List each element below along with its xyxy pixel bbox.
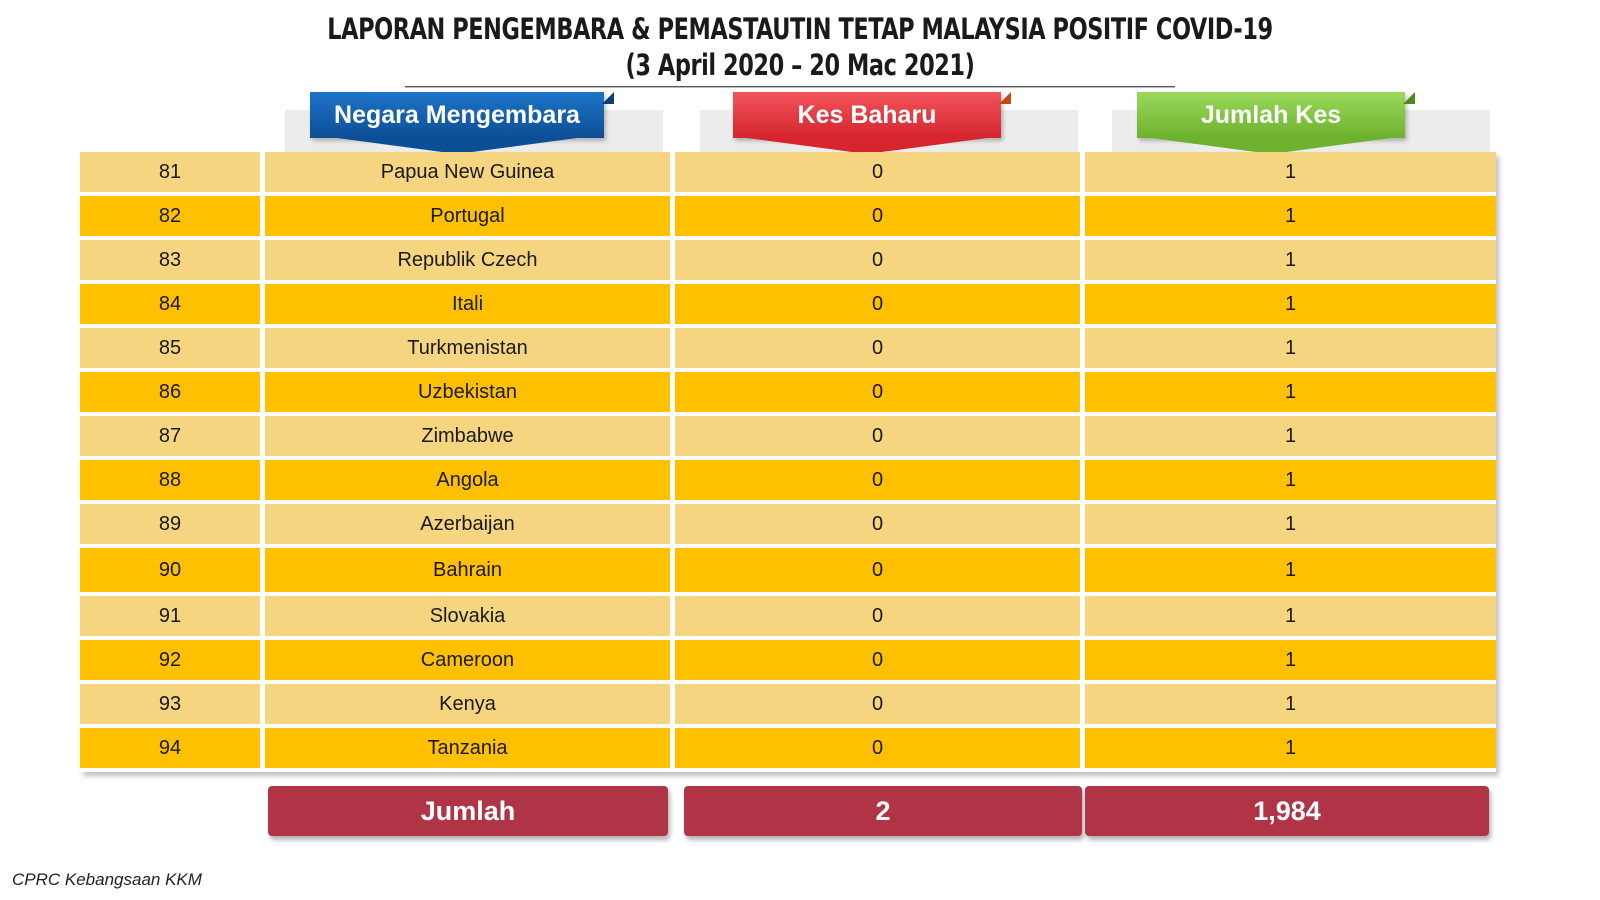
header-country-fold: [602, 92, 614, 104]
row-number-cell: 88: [80, 460, 265, 504]
total-cases-cell: 1: [1085, 416, 1496, 460]
row-number-cell: 90: [80, 548, 265, 596]
table-row: 89 Azerbaijan 0 1: [80, 504, 1496, 548]
new-cases-cell: 0: [675, 196, 1085, 240]
new-cases-cell: 0: [675, 460, 1085, 504]
header-new-cases: Kes Baharu: [733, 92, 1011, 154]
header-country: Negara Mengembara: [310, 92, 614, 154]
new-cases-cell: 0: [675, 684, 1085, 728]
total-cases-cell: 1: [1085, 372, 1496, 416]
new-cases-cell: 0: [675, 548, 1085, 596]
row-number-cell: 89: [80, 504, 265, 548]
row-number-cell: 93: [80, 684, 265, 728]
new-cases-cell: 0: [675, 640, 1085, 684]
table-row: 86 Uzbekistan 0 1: [80, 372, 1496, 416]
header-total-cases-fold: [1403, 92, 1415, 104]
header-country-pointer: [337, 138, 577, 154]
header-total-cases-label: Jumlah Kes: [1200, 100, 1342, 129]
header-country-label: Negara Mengembara: [334, 100, 580, 129]
report-title: LAPORAN PENGEMBARA & PEMASTAUTIN TETAP M…: [327, 12, 1273, 46]
title-divider: [405, 86, 1175, 88]
total-cases-cell: 1: [1085, 684, 1496, 728]
table-row: 94 Tanzania 0 1: [80, 728, 1496, 772]
row-number-cell: 86: [80, 372, 265, 416]
country-cell: Turkmenistan: [265, 328, 675, 372]
new-cases-cell: 0: [675, 416, 1085, 460]
row-number-cell: 82: [80, 196, 265, 240]
total-cases-cell: 1: [1085, 460, 1496, 504]
table-row: 85 Turkmenistan 0 1: [80, 328, 1496, 372]
total-cases-cell: 1: [1085, 596, 1496, 640]
total-cases-cell: 1: [1085, 240, 1496, 284]
country-cell: Azerbaijan: [265, 504, 675, 548]
header-total-cases: Jumlah Kes: [1137, 92, 1415, 154]
new-cases-cell: 0: [675, 372, 1085, 416]
new-cases-cell: 0: [675, 152, 1085, 196]
header-total-cases-pointer: [1151, 138, 1391, 154]
table-row: 87 Zimbabwe 0 1: [80, 416, 1496, 460]
row-number-cell: 83: [80, 240, 265, 284]
new-cases-cell: 0: [675, 728, 1085, 772]
total-cases-cell: 1: [1085, 196, 1496, 240]
country-cell: Angola: [265, 460, 675, 504]
table-row: 83 Republik Czech 0 1: [80, 240, 1496, 284]
country-cell: Slovakia: [265, 596, 675, 640]
country-cell: Tanzania: [265, 728, 675, 772]
country-cell: Zimbabwe: [265, 416, 675, 460]
report-date-range: (3 April 2020 – 20 Mac 2021): [625, 48, 975, 82]
total-cases: 1,984: [1085, 786, 1489, 836]
new-cases-cell: 0: [675, 284, 1085, 328]
table-row: 93 Kenya 0 1: [80, 684, 1496, 728]
country-cell: Bahrain: [265, 548, 675, 596]
row-number-cell: 94: [80, 728, 265, 772]
new-cases-cell: 0: [675, 328, 1085, 372]
total-cases-cell: 1: [1085, 504, 1496, 548]
table-row: 88 Angola 0 1: [80, 460, 1496, 504]
country-cell: Papua New Guinea: [265, 152, 675, 196]
total-cases-cell: 1: [1085, 640, 1496, 684]
table-row: 81 Papua New Guinea 0 1: [80, 152, 1496, 196]
row-number-cell: 87: [80, 416, 265, 460]
row-number-cell: 92: [80, 640, 265, 684]
header-new-cases-label: Kes Baharu: [797, 100, 937, 129]
table-row: 82 Portugal 0 1: [80, 196, 1496, 240]
table-row: 84 Itali 0 1: [80, 284, 1496, 328]
country-cell: Portugal: [265, 196, 675, 240]
country-cell: Uzbekistan: [265, 372, 675, 416]
total-cases-cell: 1: [1085, 284, 1496, 328]
new-cases-cell: 0: [675, 240, 1085, 284]
country-cell: Republik Czech: [265, 240, 675, 284]
row-number-cell: 84: [80, 284, 265, 328]
country-cell: Kenya: [265, 684, 675, 728]
header-new-cases-pointer: [747, 138, 987, 154]
table-row: 90 Bahrain 0 1: [80, 548, 1496, 596]
country-cell: Itali: [265, 284, 675, 328]
cases-table: 81 Papua New Guinea 0 1 82 Portugal 0 1 83 Republ…: [80, 152, 1496, 772]
total-label: Jumlah: [268, 786, 668, 836]
total-cases-cell: 1: [1085, 548, 1496, 596]
row-number-cell: 91: [80, 596, 265, 640]
total-cases-cell: 1: [1085, 728, 1496, 772]
new-cases-cell: 0: [675, 596, 1085, 640]
row-number-cell: 85: [80, 328, 265, 372]
table-row: 91 Slovakia 0 1: [80, 596, 1496, 640]
new-cases-cell: 0: [675, 504, 1085, 548]
row-number-cell: 81: [80, 152, 265, 196]
table-row: 92 Cameroon 0 1: [80, 640, 1496, 684]
total-cases-cell: 1: [1085, 152, 1496, 196]
source-footer: CPRC Kebangsaan KKM: [12, 870, 202, 889]
total-cases-cell: 1: [1085, 328, 1496, 372]
total-new-cases: 2: [684, 786, 1082, 836]
header-new-cases-fold: [999, 92, 1011, 104]
country-cell: Cameroon: [265, 640, 675, 684]
